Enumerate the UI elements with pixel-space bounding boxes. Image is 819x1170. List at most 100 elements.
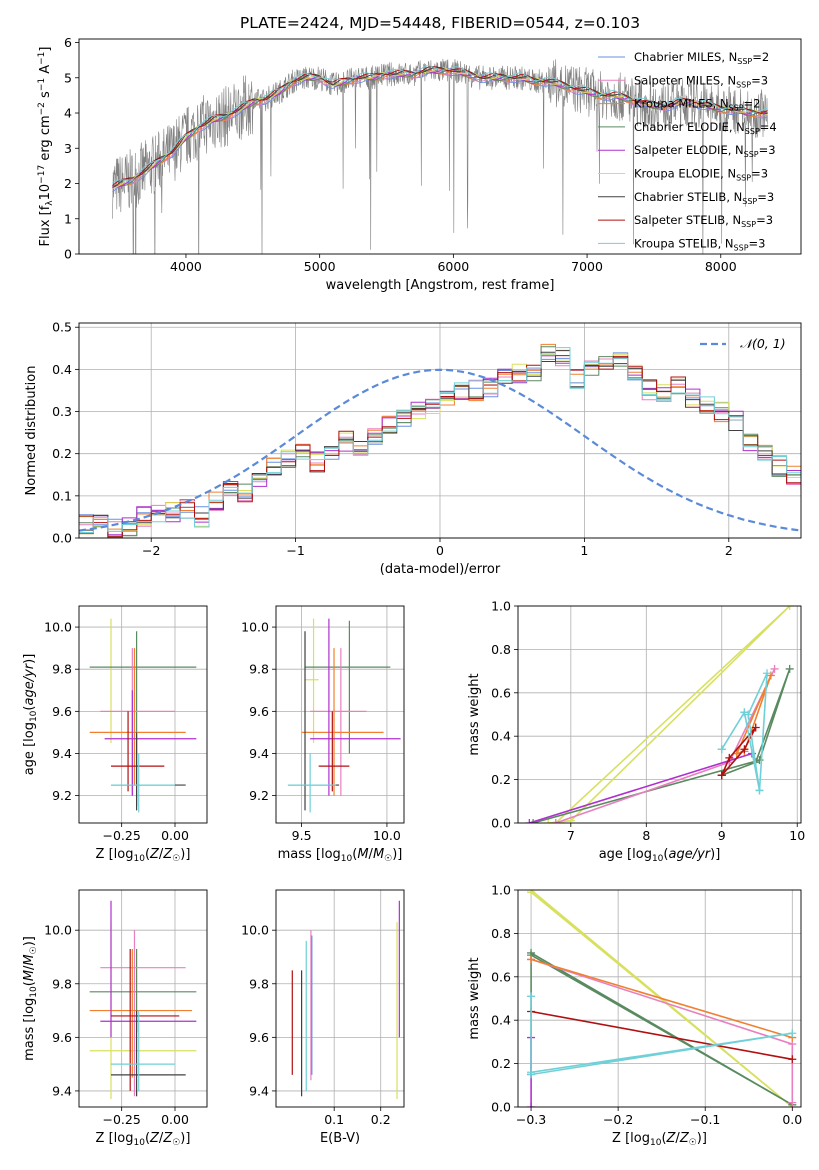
plot-area (291, 900, 400, 1099)
weight-marker (551, 819, 560, 823)
spectrum-panel: 4000 5000 6000 7000 8000 0 1 2 3 4 5 6 wavelength [A… (37, 35, 802, 293)
y-tick-label: 10.0 (44, 620, 72, 635)
legend-label: Chabrier MILES, NSSP=2 (634, 50, 769, 66)
axes-frame (275, 605, 405, 824)
y-tick-label: 0.0 (491, 1100, 511, 1115)
error-bar (104, 690, 197, 796)
y-tick-label: 9.6 (52, 704, 72, 719)
y-tick-label: 0.5 (52, 320, 72, 335)
axes-frame (517, 605, 802, 824)
axes-frame (78, 889, 208, 1108)
error-bar (305, 620, 391, 754)
y-tick-label: 0.0 (491, 816, 511, 831)
plot-area (287, 618, 401, 813)
weight-series (527, 955, 797, 1107)
legend-label: Kroupa ELODIE, NSSP=3 (634, 167, 768, 183)
x-tick-label: −1 (286, 543, 304, 558)
weight-line (721, 672, 768, 791)
y-tick-label: 5 (64, 70, 72, 85)
ebv-x-label: E(B-V) (320, 1131, 360, 1146)
x-tick-label: 10 (789, 828, 805, 843)
y-tick-label: 3 (64, 141, 72, 156)
x-tick-label: 6000 (437, 259, 469, 274)
age-vs-z-panel: −0.25 0.00 9.2 9.4 9.6 9.8 10.0 Z [log10(Z/Z☉)]… (22, 605, 208, 864)
y-tick-label: 0.8 (491, 642, 511, 657)
y-tick-label: 9.8 (52, 662, 72, 677)
error-bar (100, 930, 186, 1097)
y-tick-label: 10.0 (44, 923, 72, 938)
y-tick-label: 0.2 (491, 772, 511, 787)
x-tick-label: 1 (580, 543, 588, 558)
y-tick-label: 10.0 (241, 923, 269, 938)
y-tick-label: 9.4 (249, 746, 269, 761)
legend-label: 𝒩(0, 1) (740, 336, 786, 351)
x-tick-label: 9 (718, 828, 726, 843)
x-tick-label: 8000 (705, 259, 737, 274)
x-tick-label: 0.00 (161, 1112, 189, 1127)
mass-vs-z-panel: −0.25 0.00 9.4 9.6 9.8 10.0 Z [log10(Z/Z☉)] mas… (22, 889, 208, 1148)
x-tick-label: 9.5 (292, 828, 312, 843)
y-tick-label: 9.8 (249, 662, 269, 677)
x-tick-label: 2 (725, 543, 733, 558)
legend-label: Salpeter ELODIE, NSSP=3 (634, 143, 776, 159)
y-tick-label: 9.4 (52, 1083, 72, 1098)
y-tick-label: 0.8 (491, 926, 511, 941)
weight-marker (527, 1070, 536, 1079)
y-tick-label: 6 (64, 35, 72, 50)
weight-series (527, 992, 797, 1079)
error-bar (301, 648, 384, 796)
y-tick-label: 10.0 (241, 620, 269, 635)
model-spectrum-line (112, 70, 768, 192)
weight-marker (785, 664, 794, 673)
age-mass-x-label: mass [log10(M/M☉)] (278, 847, 403, 864)
y-tick-label: 0 (64, 247, 72, 262)
legend-label: Chabrier ELODIE, NSSP=4 (634, 120, 777, 136)
age-vs-mass-panel: 9.5 10.0 9.2 9.4 9.6 9.8 10.0 mass [log10(M/M☉)… (241, 605, 405, 864)
weight-vs-z-panel: −0.3 −0.2 −0.1 0.0 0.0 0.2 0.4 0.6 0.8 1.0 mass we… (467, 883, 802, 1149)
weight-series (717, 723, 760, 780)
y-tick-label: 9.2 (52, 788, 72, 803)
error-bar (111, 753, 175, 813)
weight-marker (744, 710, 753, 719)
weight-marker (527, 1103, 536, 1107)
y-tick-label: 1.0 (491, 599, 511, 614)
axes-frame (78, 38, 802, 255)
weight-age-x-label: age [log10(age/yr)] (599, 847, 721, 864)
axes-frame (78, 322, 802, 539)
y-tick-label: 0.6 (491, 969, 511, 984)
model-spectrum-line (112, 68, 768, 187)
legend-label: Kroupa STELIB, NSSP=3 (634, 236, 765, 252)
model-spectrum-line (112, 66, 768, 189)
x-tick-label: −0.25 (103, 828, 141, 843)
weight-line (530, 996, 793, 1076)
y-tick-label: 0.6 (491, 685, 511, 700)
weight-line (529, 752, 753, 823)
y-tick-label: 9.2 (249, 788, 269, 803)
y-tick-label: 9.6 (249, 1030, 269, 1045)
y-tick-label: 9.6 (249, 704, 269, 719)
age-z-x-label: Z [log10(Z/Z☉)] (96, 847, 191, 864)
error-bar (111, 948, 180, 1091)
legend-label: Salpeter MILES, NSSP=3 (634, 73, 768, 89)
model-spectrum-line (112, 66, 768, 186)
plot-area (112, 58, 768, 254)
weight-line (530, 1010, 793, 1061)
spectrum-x-label: wavelength [Angstrom, rest frame] (326, 278, 555, 293)
spectrum-title: PLATE=2424, MJD=54448, FIBERID=0544, z=0… (240, 14, 640, 32)
error-bar (111, 1010, 186, 1097)
normal-curve (79, 368, 801, 532)
weight-marker (788, 1098, 797, 1107)
weight-line (530, 958, 793, 1039)
model-spectrum-line (112, 65, 768, 184)
x-tick-label: 4000 (170, 259, 202, 274)
weight-marker (751, 723, 760, 732)
plot-area (89, 900, 197, 1099)
spectrum-y-label: Flux [fλ10−17 erg cm−2 s−1 A−1] (37, 47, 55, 247)
histogram-step (79, 347, 801, 533)
y-tick-label: 4 (64, 106, 72, 121)
weight-marker (717, 745, 726, 754)
residual-y-label: Normed distribution (24, 366, 39, 496)
age-z-y-label: age [log10(age/yr)] (22, 654, 39, 776)
mass-vs-ebv-panel: 0.1 0.2 9.4 9.6 9.8 10.0 E(B-V) (241, 889, 405, 1146)
